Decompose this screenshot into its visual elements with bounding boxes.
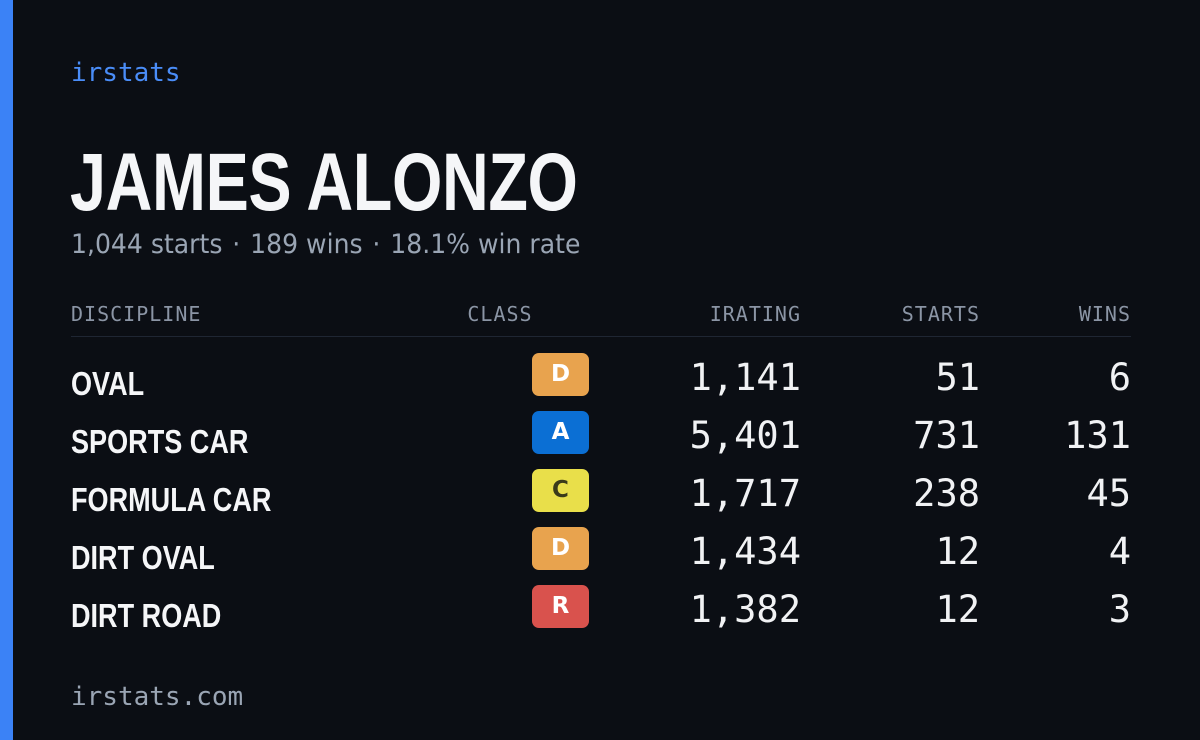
discipline-name: OVAL: [71, 365, 145, 402]
header-wins: WINS: [1078, 302, 1131, 326]
total-starts: 1,044 starts: [71, 229, 223, 260]
header-discipline: DISCIPLINE: [71, 302, 202, 326]
wins-value: 4: [1108, 530, 1131, 573]
wins-value: 6: [1108, 356, 1131, 399]
class-badge: C: [532, 469, 589, 512]
class-badge: D: [532, 527, 589, 570]
irating-value: 1,717: [689, 472, 801, 515]
header-irating: IRATING: [709, 302, 801, 326]
summary-separator: ·: [372, 229, 381, 260]
header-class: CLASS: [467, 302, 533, 326]
starts-value: 12: [935, 530, 980, 573]
table-row: DIRT ROAD R 1,382 12 3: [71, 584, 1131, 642]
discipline-table: DISCIPLINE CLASS IRATING STARTS WINS OVA…: [71, 298, 1131, 642]
summary-separator: ·: [232, 229, 241, 260]
table-row: SPORTS CAR A 5,401 731 131: [71, 410, 1131, 468]
irating-value: 5,401: [689, 414, 801, 457]
header-starts: STARTS: [901, 302, 980, 326]
win-rate: 18.1% win rate: [390, 229, 581, 260]
discipline-name: DIRT OVAL: [71, 539, 215, 576]
discipline-name: FORMULA CAR: [71, 481, 272, 518]
table-header: DISCIPLINE CLASS IRATING STARTS WINS: [71, 298, 1131, 337]
table-body: OVAL D 1,141 51 6 SPORTS CAR A 5,401 731…: [71, 352, 1131, 642]
driver-summary: 1,044 starts · 189 wins · 18.1% win rate: [71, 228, 580, 262]
wins-value: 131: [1064, 414, 1131, 457]
discipline-name: SPORTS CAR: [71, 423, 249, 460]
irating-value: 1,141: [689, 356, 801, 399]
irating-value: 1,382: [689, 588, 801, 631]
class-badge: R: [532, 585, 589, 628]
wins-value: 45: [1086, 472, 1131, 515]
table-row: OVAL D 1,141 51 6: [71, 352, 1131, 410]
wins-value: 3: [1108, 588, 1131, 631]
table-row: FORMULA CAR C 1,717 238 45: [71, 468, 1131, 526]
total-wins: 189 wins: [250, 229, 363, 260]
class-badge: D: [532, 353, 589, 396]
table-row: DIRT OVAL D 1,434 12 4: [71, 526, 1131, 584]
footer-url: irstats.com: [71, 682, 244, 712]
driver-name: JAMES ALONZO: [70, 137, 578, 228]
discipline-name: DIRT ROAD: [71, 597, 222, 634]
starts-value: 731: [913, 414, 980, 457]
starts-value: 12: [935, 588, 980, 631]
accent-bar: [0, 0, 13, 740]
starts-value: 51: [935, 356, 980, 399]
starts-value: 238: [913, 472, 980, 515]
class-badge: A: [532, 411, 589, 454]
brand-logo: irstats: [71, 58, 181, 88]
irating-value: 1,434: [689, 530, 801, 573]
